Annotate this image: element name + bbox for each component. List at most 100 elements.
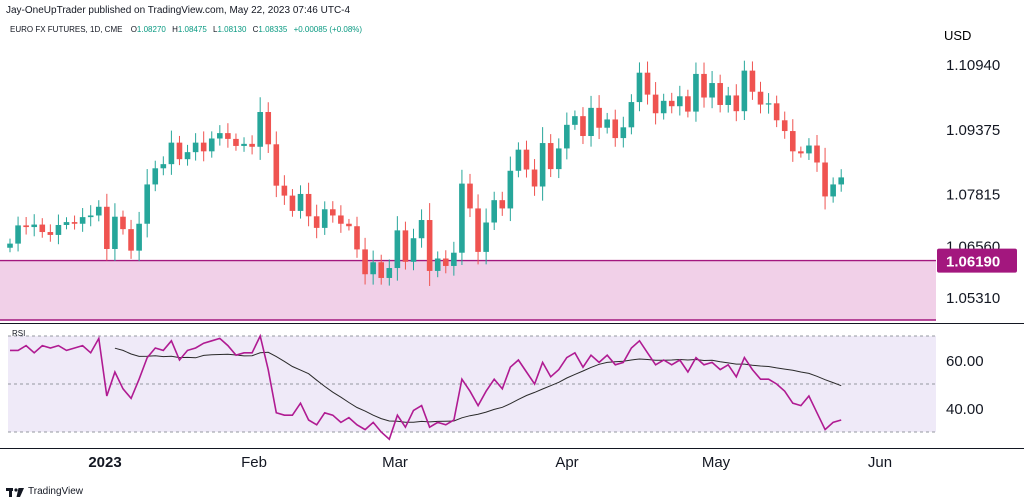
candle-body	[112, 216, 118, 249]
candle-body	[515, 149, 522, 171]
candle	[612, 109, 619, 147]
candle	[725, 86, 732, 113]
time-tick-label: Mar	[382, 454, 408, 471]
candle-body	[289, 195, 296, 211]
candle	[442, 250, 449, 274]
candle	[580, 107, 586, 145]
candle-body	[297, 193, 304, 211]
candle-body	[531, 169, 538, 187]
candle	[677, 85, 683, 116]
candle-body	[806, 145, 812, 154]
ohlc-high-label: H	[172, 25, 178, 34]
candle	[112, 203, 118, 261]
candle-body	[539, 143, 546, 187]
candle	[628, 94, 635, 135]
price-axis: 1.109401.093751.078151.065601.053101.061…	[937, 57, 1017, 307]
candle-body	[733, 95, 740, 112]
candle	[426, 203, 433, 286]
candle	[241, 137, 247, 152]
currency-label: USD	[944, 28, 971, 43]
candle-body	[660, 100, 667, 114]
time-tick-label: 2023	[88, 454, 121, 471]
candle	[491, 191, 497, 230]
candle-body	[685, 96, 691, 112]
candle-body	[604, 119, 610, 128]
candle-body	[612, 119, 619, 139]
candle	[547, 134, 554, 178]
candle-body	[225, 133, 231, 139]
candle-body	[402, 230, 409, 262]
candle-body	[386, 268, 393, 278]
candle-body	[168, 142, 175, 165]
ohlc-low-value: 1.08130	[217, 25, 246, 34]
candle	[63, 217, 70, 230]
candle-body	[394, 230, 401, 269]
candle	[120, 210, 126, 235]
candle-body	[717, 83, 723, 105]
candle-body	[249, 143, 255, 147]
brand-name: TradingView	[28, 486, 84, 497]
candle-body	[362, 249, 368, 275]
candle-body	[47, 232, 54, 235]
candle-body	[789, 131, 796, 152]
candle	[265, 102, 272, 153]
candle	[249, 135, 255, 155]
candle-body	[693, 73, 699, 112]
candle	[572, 110, 578, 130]
candle	[378, 254, 385, 285]
candle-body	[330, 209, 336, 216]
ohlc-high-value: 1.08475	[178, 25, 207, 34]
candle-body	[338, 215, 344, 224]
candle	[555, 138, 562, 179]
candle	[644, 61, 651, 105]
candle-body	[313, 216, 320, 228]
candle	[168, 130, 175, 175]
candle	[838, 169, 845, 192]
time-tick-label: Feb	[241, 454, 267, 471]
candle	[79, 208, 86, 232]
candle	[539, 127, 546, 201]
candle-body	[15, 225, 21, 244]
candle-body	[257, 112, 263, 147]
candle-body	[798, 151, 804, 154]
candle	[95, 200, 102, 222]
candle-body	[475, 208, 481, 252]
candle	[39, 218, 46, 238]
zone-price-label: 1.06190	[946, 254, 1000, 271]
candle	[781, 111, 788, 139]
candle	[620, 116, 627, 148]
candle-body	[451, 252, 457, 266]
candle-body	[822, 162, 828, 197]
candle-body	[79, 217, 86, 224]
candle	[806, 138, 812, 160]
candle-body	[636, 72, 643, 103]
candle	[233, 133, 239, 151]
candle-body	[378, 262, 385, 278]
ohlc-open-value: 1.08270	[137, 25, 166, 34]
time-axis: 2023 Feb Mar Apr May Jun	[0, 448, 1024, 471]
candle-body	[71, 222, 78, 224]
candle-body	[370, 262, 376, 275]
candle	[588, 95, 594, 147]
candle	[225, 123, 231, 148]
candle	[23, 216, 29, 235]
candle	[668, 92, 675, 114]
candle	[402, 221, 409, 270]
rsi-tick-label: 40.00	[946, 401, 984, 418]
candle	[128, 219, 134, 259]
candle-body	[701, 73, 707, 98]
support-zone-fill	[0, 260, 936, 320]
candle	[297, 185, 304, 219]
candle-body	[507, 170, 514, 209]
candle	[192, 133, 199, 161]
candle-body	[192, 142, 199, 153]
candle	[564, 112, 570, 160]
candle	[418, 209, 425, 248]
ohlc-change: +0.00085 (+0.08%)	[294, 25, 363, 34]
candle	[7, 238, 13, 253]
candle	[31, 214, 38, 237]
candle-body	[483, 222, 489, 252]
candle	[305, 182, 312, 227]
candle-body	[7, 243, 13, 248]
candle	[410, 228, 417, 271]
